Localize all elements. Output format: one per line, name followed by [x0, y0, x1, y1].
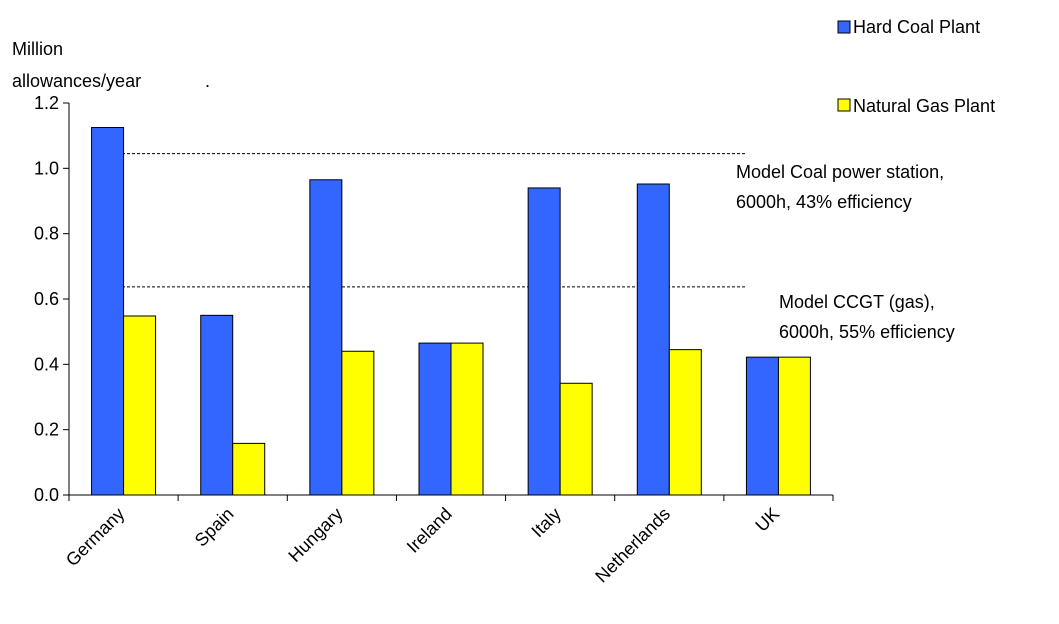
- legend: Hard Coal Plant Natural Gas Plant: [837, 17, 995, 116]
- x-tick-label: Ireland: [403, 504, 456, 557]
- bar-hard-coal: [91, 127, 125, 496]
- y-tick-label: 0.2: [34, 420, 59, 440]
- bar-hard-coal: [418, 342, 452, 496]
- bar-natural-gas: [668, 349, 702, 496]
- bar-hard-coal: [309, 179, 343, 496]
- bar-hard-coal: [636, 183, 670, 496]
- legend-label-hard-coal: Hard Coal Plant: [853, 17, 980, 37]
- legend-swatch-hard-coal: [837, 20, 851, 34]
- bar-natural-gas: [123, 315, 157, 496]
- reference-label: Model Coal power station,: [736, 162, 944, 182]
- bars: [91, 127, 811, 496]
- y-tick-label: 0.8: [34, 224, 59, 244]
- y-tick-label: 1.2: [34, 93, 59, 113]
- x-tick-label: Netherlands: [591, 504, 674, 587]
- bar-natural-gas: [341, 350, 375, 496]
- bar-natural-gas: [777, 356, 811, 496]
- reference-label: 6000h, 55% efficiency: [779, 322, 955, 342]
- legend-swatch-natural-gas: [837, 98, 851, 112]
- x-axis-labels: Germany Spain Hungary Ireland Italy Netherlan…: [62, 504, 783, 587]
- y-tick-label: 0.6: [34, 289, 59, 309]
- y-axis-label-line2: allowances/year: [12, 71, 141, 91]
- y-tick-label: 1.0: [34, 158, 59, 178]
- bar-natural-gas: [232, 442, 266, 496]
- reference-label: 6000h, 43% efficiency: [736, 192, 912, 212]
- x-tick-label: Spain: [191, 504, 238, 551]
- bar-hard-coal: [745, 356, 779, 496]
- y-axis-label-dot: .: [205, 71, 210, 91]
- y-axis-ticks: 0.0 0.2 0.4 0.6 0.8 1.0 1.2: [34, 93, 69, 505]
- y-tick-label: 0.4: [34, 354, 59, 374]
- legend-label-natural-gas: Natural Gas Plant: [853, 96, 995, 116]
- bar-natural-gas: [559, 382, 593, 496]
- x-tick-label: Germany: [62, 504, 128, 570]
- reference-label: Model CCGT (gas),: [779, 292, 935, 312]
- x-tick-label: Italy: [527, 504, 564, 541]
- bar-natural-gas: [450, 342, 484, 496]
- x-tick-label: Hungary: [284, 504, 346, 566]
- bar-hard-coal: [527, 187, 561, 496]
- bar-hard-coal: [200, 314, 234, 496]
- axes: [68, 103, 834, 501]
- reference-lines: Model Coal power station, 6000h, 43% effi…: [92, 153, 955, 342]
- x-tick-label: UK: [751, 504, 783, 536]
- y-axis-label-line1: Million: [12, 39, 63, 59]
- y-tick-label: 0.0: [34, 485, 59, 505]
